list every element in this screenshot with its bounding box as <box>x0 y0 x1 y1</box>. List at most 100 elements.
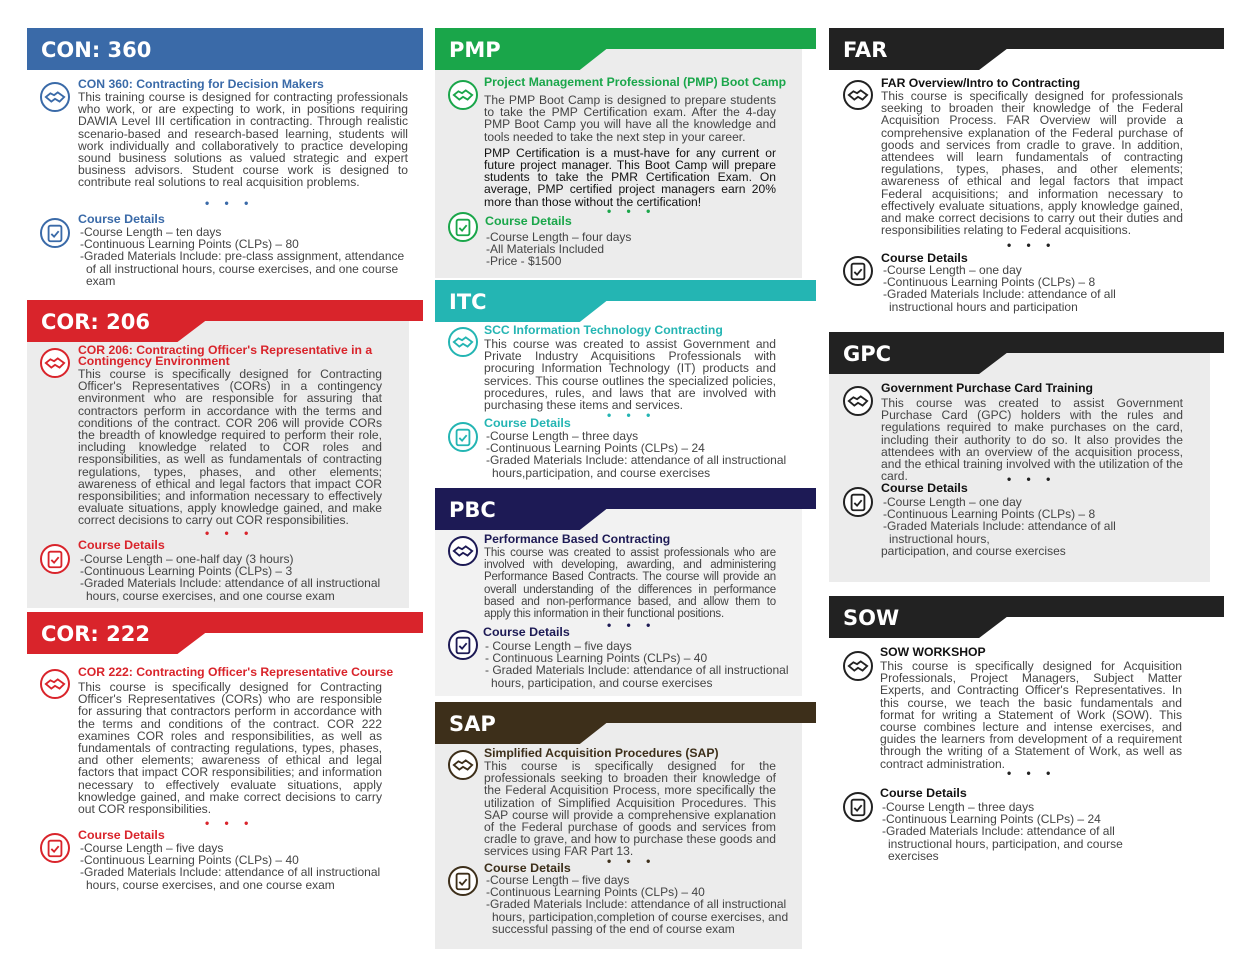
cor222-dots: • • • <box>205 816 255 830</box>
clipboard-icon <box>843 256 873 286</box>
far-banner: FAR <box>829 28 1224 70</box>
cor206-title: COR 206: Contracting Officer's Represent… <box>78 343 373 368</box>
detail-item: -Graded Materials Include: attendance of… <box>882 824 1123 863</box>
sap-details-title: Course Details <box>484 861 571 875</box>
detail-item: -Continuous Learning Points (CLPs) – 3 <box>80 564 293 579</box>
sow-banner: SOW <box>829 596 1224 638</box>
far-details-title: Course Details <box>881 251 968 265</box>
detail-item: -Price - $1500 <box>486 254 562 269</box>
detail-item: -Continuous Learning Points (CLPs) – 40 <box>486 885 705 900</box>
sow-title: SOW WORKSHOP <box>880 645 986 659</box>
pmp-paragraph-2: PMP Certification is a must-have for any… <box>484 145 776 209</box>
handshake-icon <box>448 327 478 357</box>
cor222-details-title: Course Details <box>78 828 165 842</box>
sap-description: This course is specifically designed for… <box>484 759 776 859</box>
handshake-icon <box>448 750 478 780</box>
far-description: This course is specifically designed for… <box>881 89 1183 238</box>
gpc-banner: GPC <box>829 332 1224 374</box>
cor206-dots: • • • <box>205 526 255 540</box>
detail-item: -Course Length – three days <box>882 800 1035 814</box>
clipboard-icon <box>40 833 70 863</box>
itc-title: SCC Information Technology Contracting <box>484 323 723 337</box>
detail-item: -Graded Materials Include: attendance of… <box>80 865 381 892</box>
sap-section: SAP Simplified Acquisition Procedures (S… <box>435 702 816 949</box>
sap-banner: SAP <box>435 702 816 744</box>
sap-details-list: -Course Length – five days -Continuous L… <box>484 874 794 935</box>
con360-details-list: -Course Length – ten days -Continuous Le… <box>78 226 408 287</box>
far-title: FAR Overview/Intro to Contracting <box>881 76 1081 90</box>
sow-section: SOW SOW WORKSHOP This course is specific… <box>829 596 1224 886</box>
con360-details-title: Course Details <box>78 212 165 226</box>
clipboard-icon <box>843 792 873 822</box>
pmp-title: Project Management Professional (PMP) Bo… <box>484 75 787 89</box>
clipboard-icon <box>40 544 70 574</box>
handshake-icon <box>448 536 478 566</box>
detail-item: -Course Length – five days <box>486 873 630 887</box>
pmp-description: The PMP Boot Camp is designed to prepare… <box>484 94 776 212</box>
cor206-details-title: Course Details <box>78 538 165 552</box>
detail-item: -Continuous Learning Points (CLPs) – 80 <box>80 237 299 252</box>
cor206-section: COR: 206 COR 206: Contracting Officer's … <box>27 300 423 608</box>
sow-details-list: -Course Length – three days -Continuous … <box>880 801 1160 862</box>
itc-banner: ITC <box>435 280 816 322</box>
gpc-dots: • • • <box>1007 472 1057 486</box>
detail-item: -Graded Materials Include: attendance of… <box>883 287 1116 314</box>
cor222-details-list: -Course Length – five days -Continuous L… <box>78 842 398 891</box>
pmp-details-title: Course Details <box>485 214 572 228</box>
detail-item: - Course Length – five days <box>485 639 632 653</box>
detail-item: -Course Length – one day <box>883 263 1022 277</box>
detail-item: -Course Length – one day <box>883 495 1022 509</box>
handshake-icon <box>843 80 873 110</box>
detail-item: -Continuous Learning Points (CLPs) – 24 <box>486 441 705 456</box>
detail-item: -Continuous Learning Points (CLPs) – 24 <box>882 812 1101 827</box>
detail-item: -Graded Materials Include: attendance of… <box>486 453 787 480</box>
con360-dots: • • • <box>205 196 255 210</box>
sow-dots: • • • <box>1007 766 1057 780</box>
pbc-description: This course was created to assist profes… <box>484 547 776 621</box>
gpc-title: Government Purchase Card Training <box>881 381 1093 395</box>
con360-description: This training course is designed for con… <box>78 90 408 190</box>
detail-item: -Course Length – five days <box>80 841 224 855</box>
detail-item: - Continuous Learning Points (CLPs) – 40 <box>485 651 708 666</box>
detail-item: -Continuous Learning Points (CLPs) – 8 <box>883 275 1096 290</box>
detail-item: - Graded Materials Include: attendance o… <box>485 663 789 690</box>
handshake-icon <box>448 80 478 110</box>
sap-title: Simplified Acquisition Procedures (SAP) <box>484 746 719 760</box>
pmp-dots: • • • <box>607 204 657 218</box>
far-section: FAR FAR Overview/Intro to Contracting Th… <box>829 28 1224 328</box>
clipboard-icon <box>448 630 478 660</box>
pmp-banner: PMP <box>435 28 816 70</box>
detail-item: -Graded Materials Include: pre-class ass… <box>80 249 405 288</box>
clipboard-icon <box>40 218 70 248</box>
detail-item: -Continuous Learning Points (CLPs) – 40 <box>80 853 299 868</box>
handshake-icon <box>40 82 70 112</box>
pbc-dots: • • • <box>607 618 657 632</box>
detail-item: -Continuous Learning Points (CLPs) – 8 <box>883 507 1096 522</box>
cor222-section: COR: 222 COR 222: Contracting Officer's … <box>27 612 423 902</box>
handshake-icon <box>40 348 70 378</box>
gpc-details-title: Course Details <box>881 481 968 495</box>
pbc-banner: PBC <box>435 488 816 530</box>
detail-item: -Course Length – four days <box>486 230 632 244</box>
itc-dots: • • • <box>607 408 657 422</box>
itc-section: ITC SCC Information Technology Contracti… <box>435 280 816 485</box>
detail-item: -Graded Materials Include: attendance of… <box>883 519 1116 546</box>
itc-details-title: Course Details <box>484 416 571 430</box>
pmp-paragraph-1: The PMP Boot Camp is designed to prepare… <box>484 93 776 144</box>
con360-title: CON 360: Contracting for Decision Makers <box>78 77 324 91</box>
detail-item: participation, and course exercises <box>881 543 1066 558</box>
handshake-icon <box>843 651 873 681</box>
cor222-description: This course is specifically designed for… <box>78 680 382 817</box>
detail-item: -Course Length – three days <box>486 429 639 443</box>
detail-item: -Graded Materials Include: attendance of… <box>80 576 381 603</box>
cor222-banner: COR: 222 <box>27 612 423 654</box>
pmp-section: PMP Project Management Professional (PMP… <box>435 28 816 278</box>
clipboard-icon <box>448 422 478 452</box>
detail-item: -Course Length – one-half day (3 hours) <box>80 552 294 566</box>
sow-description: This course is specifically designed for… <box>880 659 1182 771</box>
gpc-details-list: -Course Length – one day -Continuous Lea… <box>881 496 1161 557</box>
con360-section: CON: 360 CON 360: Contracting for Decisi… <box>27 28 423 298</box>
pmp-details-list: -Course Length – four days -All Material… <box>484 231 794 268</box>
handshake-icon <box>40 669 70 699</box>
clipboard-icon <box>843 487 873 517</box>
